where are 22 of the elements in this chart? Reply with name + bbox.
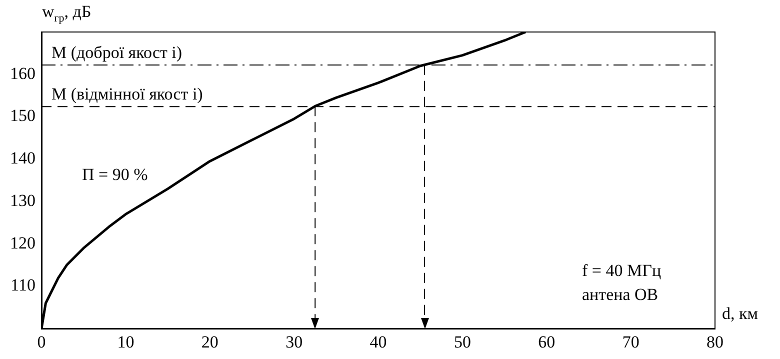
annotation: f = 40 МГц [582,261,662,280]
x-tick-label: 50 [454,332,471,352]
y-tick-label: 110 [10,276,36,295]
x-tick-label: 70 [622,332,640,352]
x-axis-title: d, км [722,304,758,324]
ref-line-label: М (доброї якост і) [52,43,182,62]
x-tick-label: 0 [37,332,46,352]
annotation: антена ОВ [582,285,658,304]
x-tick-label: 10 [117,332,134,352]
y-tick-label: 150 [10,106,36,126]
y-tick-label: 160 [10,64,36,83]
ref-line-label: М (відмінної якост і) [52,84,203,104]
x-tick-label: 80 [706,332,724,352]
x-tick-label: 20 [201,332,218,352]
y-axis-title: w$_{гр}$, дБ [42,2,92,24]
y-tick-label: 140 [10,148,36,168]
annotation: П = 90 % [82,165,148,184]
x-tick-label: 30 [286,332,303,352]
y-tick-label: 130 [10,190,36,210]
x-tick-label: 40 [370,332,387,352]
x-tick-label: 60 [538,332,556,352]
y-tick-label: 120 [10,233,36,252]
